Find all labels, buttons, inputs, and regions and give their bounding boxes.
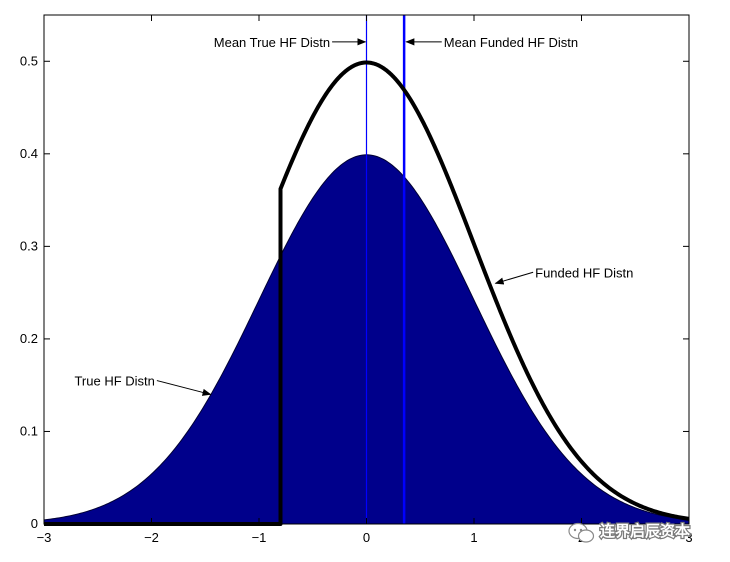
annotation-label: Mean True HF Distn — [214, 35, 330, 50]
watermark-text: 连界启辰资本 — [600, 522, 690, 540]
annotations: Mean True HF Distn Mean Funded HF Distn Fu… — [74, 35, 633, 396]
y-tick-label: 0 — [31, 516, 38, 531]
x-tick-label: −3 — [37, 530, 52, 545]
y-tick-label: 0.1 — [20, 423, 38, 438]
annotation-arrow — [156, 380, 212, 396]
annotation-label: True HF Distn — [74, 374, 154, 389]
plot-area — [43, 14, 690, 526]
y-tick-label: 0.5 — [20, 53, 38, 68]
y-axis: 0 0.1 0.2 0.3 0.4 0.5 — [20, 53, 689, 531]
annotation-label: Funded HF Distn — [535, 265, 633, 280]
funded-hf-distn-line — [44, 60, 690, 526]
y-tick-label: 0.3 — [20, 238, 38, 253]
x-tick-label: 0 — [363, 530, 370, 545]
y-tick-label: 0.4 — [20, 146, 38, 161]
annotation-arrow — [494, 271, 534, 285]
wechat-icon — [568, 522, 595, 543]
y-tick-label: 0.2 — [20, 331, 38, 346]
annotation-label: Mean Funded HF Distn — [444, 35, 578, 50]
x-tick-label: −2 — [144, 530, 159, 545]
x-tick-label: −1 — [252, 530, 267, 545]
x-tick-label: 3 — [685, 530, 692, 545]
watermark: 连界启辰资本 — [568, 521, 691, 543]
x-tick-label: 1 — [470, 530, 477, 545]
